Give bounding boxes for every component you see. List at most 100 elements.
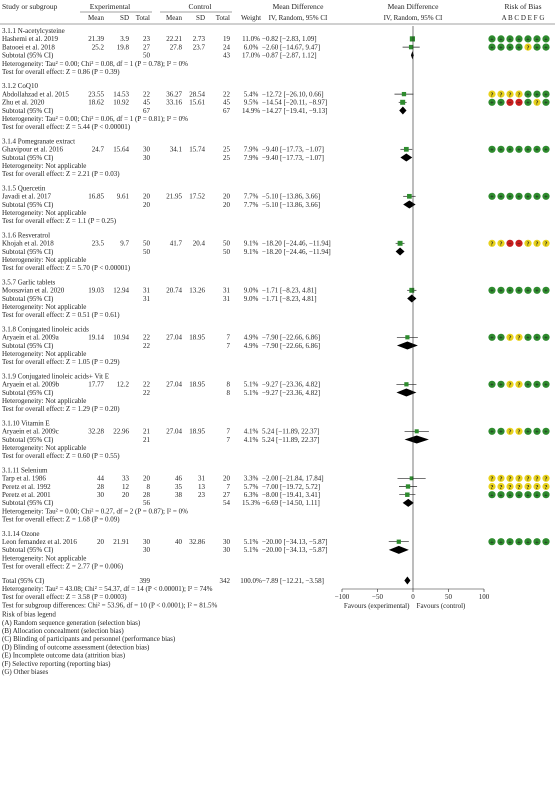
subtotal-diamond (388, 545, 409, 554)
rob-dot (515, 239, 523, 247)
rob-dot (524, 333, 532, 341)
rob-dot (488, 427, 496, 435)
rob-dot-symbol: + (544, 148, 548, 154)
study-name: Peretz et al. 2001 (2, 491, 51, 499)
study-ctrl-mean: 38 (175, 491, 183, 499)
study-exp-sd: 21.91 (113, 538, 129, 546)
rob-dot (542, 90, 550, 98)
rob-dot (542, 35, 550, 43)
subtotal-label: Subtotal (95% CI) (2, 342, 54, 350)
rob-dot-symbol: ? (536, 485, 539, 491)
study-ci: −9.40 [−17.73, −1.07] (262, 146, 324, 154)
study-ci: −20.00 [−34.13, −5.87] (262, 538, 328, 546)
rob-dot-symbol: + (535, 430, 539, 436)
rob-dot (533, 380, 541, 388)
header-weight: Weight (241, 14, 261, 22)
study-exp-mean: 28 (97, 483, 105, 491)
study-name: Zhu et al. 2020 (2, 99, 45, 107)
header-total-e: Total (136, 14, 150, 22)
rob-dot-symbol: + (499, 45, 503, 51)
total-ctrl-total: 342 (220, 577, 231, 585)
rob-dot-symbol: ? (536, 242, 539, 248)
rob-dot (515, 192, 523, 200)
rob-dot (515, 35, 523, 43)
subgroup-heterogeneity: Heterogeneity: Not applicable (2, 162, 86, 170)
study-name: Aryaein et al. 2009a (2, 334, 60, 342)
study-exp-total: 50 (143, 240, 151, 248)
rob-dot-symbol: + (526, 195, 530, 201)
study-ctrl-sd: 15.74 (189, 146, 205, 154)
header-rob: Risk of Bias (504, 2, 541, 11)
plot-area: −100 −50 0 50 100 Favours (experimental) Favou… (335, 26, 490, 610)
study-exp-sd: 19.8 (117, 43, 130, 51)
study-exp-total: 30 (143, 146, 151, 154)
subgroup-overall-effect: Test for overall effect: Z = 0.86 (P = 0… (2, 68, 120, 76)
rob-dot (524, 427, 532, 435)
header-experimental: Experimental (90, 2, 130, 11)
subtotal-ctrl-total: 43 (223, 52, 231, 60)
rob-dot-symbol: + (490, 430, 494, 436)
subtotal-ci: −9.27 [−23.36, 4.82] (262, 389, 320, 397)
subtotal-label: Subtotal (95% CI) (2, 389, 54, 397)
study-ci: −0.82 [−2.83, 1.09] (262, 35, 317, 43)
subtotal-exp-total: 56 (143, 499, 151, 507)
rob-dot-symbol: + (517, 289, 521, 295)
rob-dot-symbol: ? (491, 477, 494, 483)
rob-dot-symbol: ? (536, 477, 539, 483)
rob-dot-symbol: ? (509, 485, 512, 491)
study-ctrl-total: 20 (223, 475, 231, 483)
rob-dot-symbol: + (544, 37, 548, 43)
rob-dot-symbol: + (544, 195, 548, 201)
subtotal-exp-total: 50 (143, 52, 151, 60)
subtotal-weight: 14.9% (242, 107, 260, 115)
study-exp-sd: 10.94 (113, 334, 129, 342)
total-exp-total: 399 (140, 577, 151, 585)
study-ctrl-sd: 20.4 (193, 240, 206, 248)
rob-dot (506, 239, 514, 247)
study-name: Hashemi et al. 2019 (2, 35, 58, 43)
rob-dot (524, 43, 532, 51)
subgroup-heterogeneity: Heterogeneity: Not applicable (2, 397, 86, 405)
study-weight: 9.0% (244, 287, 259, 295)
study-exp-mean: 17.77 (88, 381, 104, 389)
study-weight: 11.0% (242, 35, 260, 43)
rob-dot (488, 98, 496, 106)
rob-dot-symbol: + (544, 336, 548, 342)
study-exp-mean: 32.28 (88, 428, 104, 436)
rob-dot (488, 239, 496, 247)
rob-dot-symbol: + (544, 101, 548, 107)
study-exp-mean: 21.39 (88, 35, 104, 43)
subtotal-diamond (396, 388, 417, 397)
subtotal-label: Subtotal (95% CI) (2, 201, 54, 209)
study-ctrl-sd: 15.61 (189, 99, 205, 107)
header-study: Study or subgroup (2, 2, 58, 11)
rob-dot-symbol: + (517, 148, 521, 154)
subtotal-label: Subtotal (95% CI) (2, 436, 54, 444)
subgroup-overall-effect: Test for overall effect: Z = 2.77 (P = 0… (2, 563, 124, 571)
study-ci: −7.90 [−22.66, 6.86] (262, 334, 320, 342)
subtotal-ci: −7.90 [−22.66, 6.86] (262, 342, 320, 350)
subtotal-exp-total: 30 (143, 546, 151, 554)
rob-dot-symbol: + (526, 289, 530, 295)
rob-dot-symbol: + (499, 148, 503, 154)
rob-dot-symbol: + (490, 289, 494, 295)
study-weight: 9.5% (244, 99, 259, 107)
subgroup-differences: Test for subgroup differences: Chi² = 53… (2, 601, 217, 609)
subtotal-weight: 15.3% (242, 499, 260, 507)
study-exp-mean: 18.62 (88, 99, 104, 107)
subtotal-diamond (410, 51, 414, 60)
header-mean-e: Mean (88, 14, 104, 22)
rob-dot-symbol: + (526, 336, 530, 342)
rob-dot (533, 43, 541, 51)
subgroup-heterogeneity: Heterogeneity: Not applicable (2, 303, 86, 311)
subgroup-title: 3.1.10 Vitamin E (2, 419, 50, 427)
subtotal-diamond (400, 153, 413, 162)
study-ci: −5.10 [−13.86, 3.66] (262, 193, 320, 201)
total-diamond (404, 576, 411, 585)
rob-dot-symbol: + (499, 289, 503, 295)
rob-dot-symbol: + (490, 45, 494, 51)
rob-dot (533, 286, 541, 294)
rob-dot (488, 192, 496, 200)
rob-dot (515, 491, 523, 499)
